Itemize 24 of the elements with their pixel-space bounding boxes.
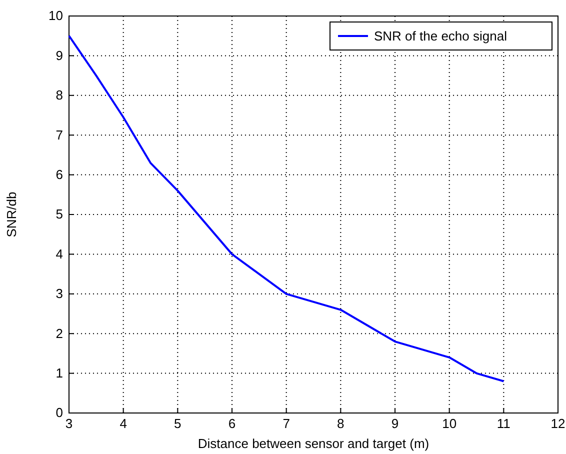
y-tick-label: 5 bbox=[56, 206, 63, 222]
y-tick-label: 10 bbox=[48, 8, 63, 24]
x-tick-label: 6 bbox=[228, 416, 236, 432]
y-tick-label: 7 bbox=[56, 127, 63, 142]
x-tick-label: 8 bbox=[337, 416, 344, 432]
y-tick-label: 1 bbox=[56, 365, 63, 380]
y-tick-label: 9 bbox=[56, 48, 63, 63]
x-tick-label: 9 bbox=[391, 416, 399, 432]
x-axis-title: Distance between sensor and target (m) bbox=[198, 436, 430, 451]
x-tick-label: 11 bbox=[496, 416, 510, 432]
y-tick-label: 6 bbox=[56, 166, 63, 182]
legend-label: SNR of the echo signal bbox=[374, 28, 508, 44]
x-tick-label: 5 bbox=[174, 416, 182, 432]
y-tick-label: 3 bbox=[56, 286, 63, 302]
x-tick-label: 3 bbox=[65, 416, 73, 432]
y-tick-label: 4 bbox=[56, 246, 63, 262]
y-tick-label: 2 bbox=[56, 326, 63, 341]
y-axis-title: SNR/db bbox=[4, 192, 19, 238]
x-tick-label: 7 bbox=[282, 416, 290, 432]
x-tick-label: 4 bbox=[120, 416, 127, 432]
y-tick-label: 8 bbox=[56, 88, 63, 103]
y-tick-label: 0 bbox=[56, 405, 63, 420]
x-tick-label: 12 bbox=[550, 416, 566, 432]
x-tick-label: 10 bbox=[442, 416, 457, 432]
